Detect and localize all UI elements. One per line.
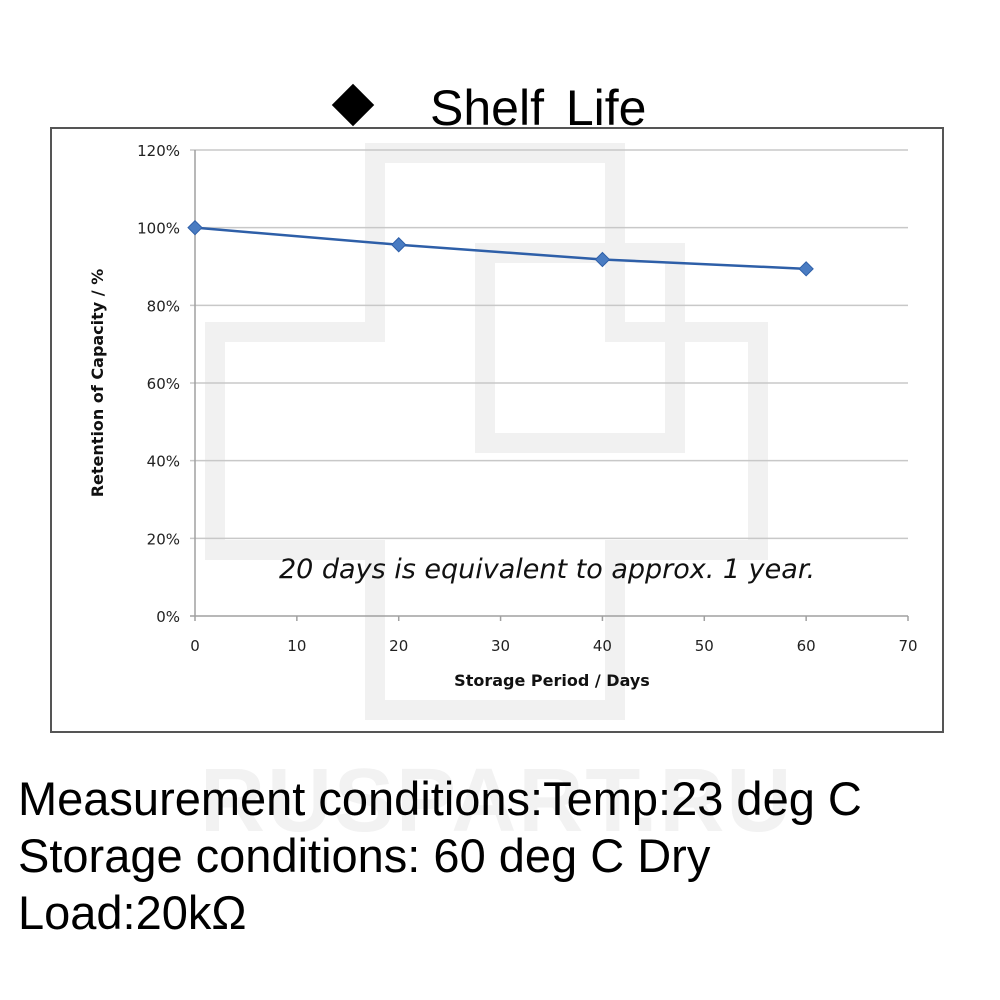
data-point [391,237,407,253]
data-point [594,251,611,268]
x-ticks: 0 10 20 30 40 50 60 70 [190,637,917,655]
x-axis-label: Storage Period / Days [454,671,650,690]
x-tick-label: 0 [190,637,200,655]
y-ticks: 0% 20% 40% 60% 80% 100% 120% [137,142,180,626]
x-tick-label: 40 [593,637,612,655]
x-tick-label: 50 [695,637,714,655]
storage-conditions: Storage conditions: 60 deg C Dry [18,829,711,882]
y-tick-label: 40% [147,453,180,471]
load-condition: Load:20kΩ [18,886,247,939]
watermark-shapes [205,143,768,720]
chart-annotation: 20 days is equivalent to approx. 1 year. [279,554,815,585]
x-tick-label: 10 [287,637,306,655]
series [187,219,814,277]
title-row: Shelf Life [0,38,1000,136]
watermark-text: RUSPART.RU [200,751,794,851]
x-tick-label: 70 [898,637,917,655]
y-tick-label: 20% [147,530,180,548]
y-tick-label: 120% [137,142,180,160]
y-tick-label: 80% [147,297,180,315]
y-tick-label: 100% [137,220,180,238]
grid [190,149,908,617]
conditions-block: Measurement conditions:Temp:23 deg C Sto… [18,770,862,941]
data-point [187,219,203,236]
measurement-conditions: Measurement conditions:Temp:23 deg C [18,772,862,825]
watermark-square [475,243,685,453]
page-title: Shelf Life [430,80,647,136]
y-axis-label: Retention of Capacity / % [88,269,107,498]
data-point [798,261,814,277]
y-tick-label: 0% [156,608,180,626]
series-line [194,226,807,271]
x-tick-label: 20 [389,637,408,655]
y-tick-label: 60% [147,375,180,393]
x-tick-label: 60 [797,637,816,655]
x-tick-label: 30 [491,637,510,655]
